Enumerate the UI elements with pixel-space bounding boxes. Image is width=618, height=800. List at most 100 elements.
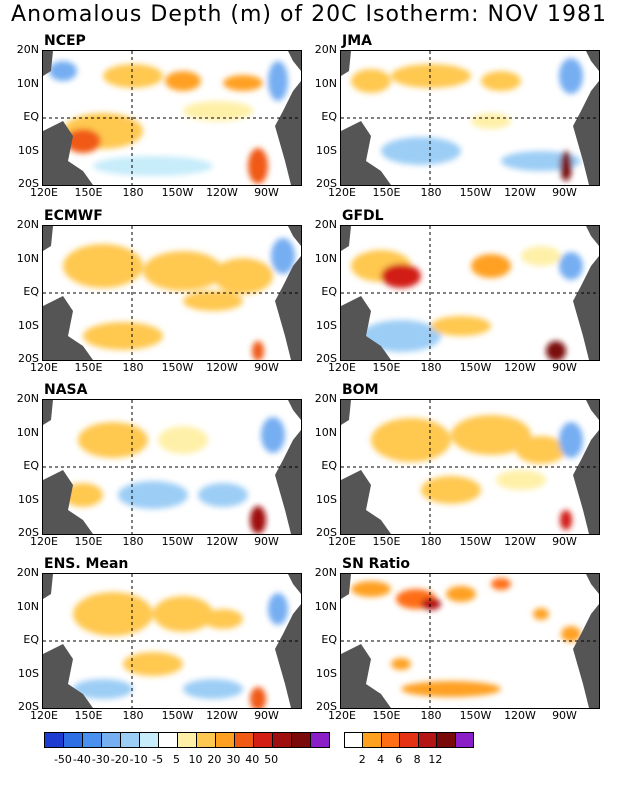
land-mask bbox=[586, 574, 599, 594]
land-mask bbox=[573, 604, 599, 708]
land-mask bbox=[586, 400, 599, 420]
lat-label: 10S bbox=[18, 143, 39, 157]
lon-label: 180 bbox=[122, 535, 144, 548]
colorbar-label: 40 bbox=[245, 753, 260, 766]
lat-label: 20N bbox=[314, 218, 337, 231]
colorbar-swatch bbox=[197, 733, 216, 747]
lon-label: 120W bbox=[504, 361, 536, 374]
lon-label: 120W bbox=[206, 535, 238, 548]
figure-title: Anomalous Depth (m) of 20C Isotherm: NOV… bbox=[11, 2, 607, 27]
colorbar-label: 5 bbox=[173, 753, 181, 766]
land-mask bbox=[275, 256, 301, 360]
lat-label: 10S bbox=[18, 318, 39, 332]
panel-title-5: BOM bbox=[342, 382, 379, 398]
lat-label: 20N bbox=[314, 566, 337, 579]
land-mask bbox=[341, 644, 391, 708]
lat-label: 20N bbox=[314, 43, 337, 56]
colorbar-swatch bbox=[64, 733, 83, 747]
lat-label: EQ bbox=[23, 285, 39, 298]
colorbar-label: 20 bbox=[207, 753, 222, 766]
lat-label: EQ bbox=[23, 459, 39, 472]
map-panel-5 bbox=[340, 399, 600, 535]
land-mask bbox=[341, 121, 391, 185]
lat-label: 20N bbox=[16, 218, 39, 231]
map-panel-1 bbox=[340, 50, 600, 186]
lat-label: EQ bbox=[321, 110, 337, 123]
lat-label: 20S bbox=[18, 700, 39, 713]
colorbar-label: -10 bbox=[129, 753, 148, 766]
panel-title-1: JMA bbox=[342, 33, 372, 49]
lat-label: 10N bbox=[314, 76, 337, 90]
lat-label: EQ bbox=[23, 110, 39, 123]
colorbar-label: 50 bbox=[264, 753, 279, 766]
panel-title-0: NCEP bbox=[44, 33, 86, 49]
land-mask bbox=[43, 400, 53, 425]
lon-label: 180 bbox=[122, 361, 144, 374]
panel-title-3: GFDL bbox=[342, 208, 384, 224]
lon-label: 150E bbox=[372, 361, 401, 374]
colorbar-swatch bbox=[45, 733, 64, 747]
lon-label: 120W bbox=[504, 709, 536, 722]
lon-label: 120E bbox=[328, 186, 356, 199]
land-mask bbox=[43, 51, 53, 76]
land-mask bbox=[43, 296, 93, 360]
colorbar-swatch bbox=[216, 733, 235, 747]
land-mask bbox=[275, 604, 301, 708]
lat-label: 10N bbox=[16, 425, 39, 439]
land-mask bbox=[43, 644, 93, 708]
lon-label: 90W bbox=[552, 709, 577, 722]
lon-label: 180 bbox=[122, 186, 144, 199]
lon-label: 120E bbox=[30, 709, 58, 722]
lon-label: 150W bbox=[459, 709, 492, 722]
lon-label: 120W bbox=[504, 535, 536, 548]
colorbar-swatch bbox=[418, 733, 438, 747]
land-mask bbox=[288, 400, 301, 420]
land-mask bbox=[43, 226, 53, 251]
lat-label: 10N bbox=[314, 251, 337, 265]
lat-label: 10N bbox=[314, 425, 337, 439]
sn-ratio-colorbar bbox=[344, 732, 474, 748]
lon-label: 120W bbox=[206, 709, 238, 722]
lon-label: 150E bbox=[372, 535, 401, 548]
map-panel-7 bbox=[340, 573, 600, 709]
panel-title-2: ECMWF bbox=[44, 208, 103, 224]
colorbar-swatch bbox=[345, 733, 364, 747]
lon-label: 120E bbox=[328, 709, 356, 722]
land-mask bbox=[341, 574, 351, 599]
colorbar-label: -5 bbox=[152, 753, 164, 766]
map-panel-3 bbox=[340, 225, 600, 361]
land-mask bbox=[288, 574, 301, 594]
lat-label: 10S bbox=[316, 143, 337, 157]
lat-label: 20S bbox=[18, 177, 39, 190]
land-mask bbox=[288, 226, 301, 246]
land-mask bbox=[275, 430, 301, 534]
colorbar-swatch bbox=[254, 733, 273, 747]
lon-label: 180 bbox=[420, 186, 442, 199]
colorbar-label: 8 bbox=[413, 753, 421, 766]
lon-label: 120E bbox=[30, 361, 58, 374]
land-mask bbox=[43, 470, 93, 534]
lat-label: 20S bbox=[316, 700, 337, 713]
land-mask bbox=[43, 121, 93, 185]
lat-label: 20S bbox=[316, 526, 337, 539]
lon-label: 120E bbox=[30, 535, 58, 548]
colorbar-swatch bbox=[437, 733, 456, 747]
colorbar-swatch bbox=[178, 733, 197, 747]
lat-label: 20N bbox=[16, 43, 39, 56]
lon-label: 150E bbox=[372, 186, 401, 199]
colorbar-swatch bbox=[311, 733, 329, 747]
land-mask bbox=[275, 81, 301, 185]
land-mask bbox=[341, 400, 351, 425]
land-mask bbox=[43, 574, 53, 599]
lon-label: 150W bbox=[161, 709, 194, 722]
lat-label: 10S bbox=[316, 492, 337, 506]
colorbar-swatch bbox=[400, 733, 419, 747]
colorbar-swatch bbox=[363, 733, 382, 747]
colorbar-label: 30 bbox=[226, 753, 241, 766]
lat-label: 20N bbox=[314, 392, 337, 405]
lat-label: 20S bbox=[18, 352, 39, 365]
lon-label: 90W bbox=[254, 535, 279, 548]
land-mask bbox=[586, 51, 599, 71]
lon-label: 180 bbox=[420, 535, 442, 548]
land-mask bbox=[341, 296, 391, 360]
